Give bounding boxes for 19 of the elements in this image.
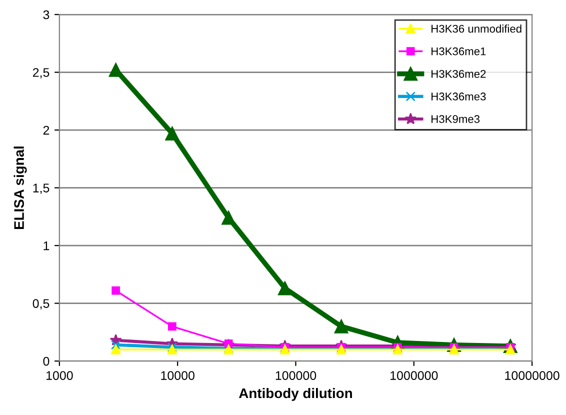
x-tick-label: 10000000 [505,371,560,380]
y-tick-label: 2,5 [32,68,50,78]
y-tick-label: 2 [43,126,50,135]
x-tick-label: 100000 [276,371,316,380]
legend-label: H3K36 unmodified [432,24,522,33]
y-tick-label: 3 [43,10,50,20]
legend-label: H3K36me3 [432,92,486,100]
y-tick-label: 0 [43,356,50,366]
x-tick-label: 1000000 [390,371,438,380]
x-tick-label: 10000 [161,371,194,380]
y-tick-label: 1 [44,241,50,250]
legend-label: H3K36me1 [432,47,486,56]
y-axis-title: ELISA signal [14,146,27,230]
y-tick-label: 0,5 [32,299,50,310]
legend-label: H3K9me3 [432,115,480,124]
y-tick-label: 1,5 [33,184,50,194]
legend-label: H3K36me2 [432,70,486,78]
x-axis-title: Antibody dilution [239,388,352,401]
x-tick-label: 1000 [46,371,73,380]
